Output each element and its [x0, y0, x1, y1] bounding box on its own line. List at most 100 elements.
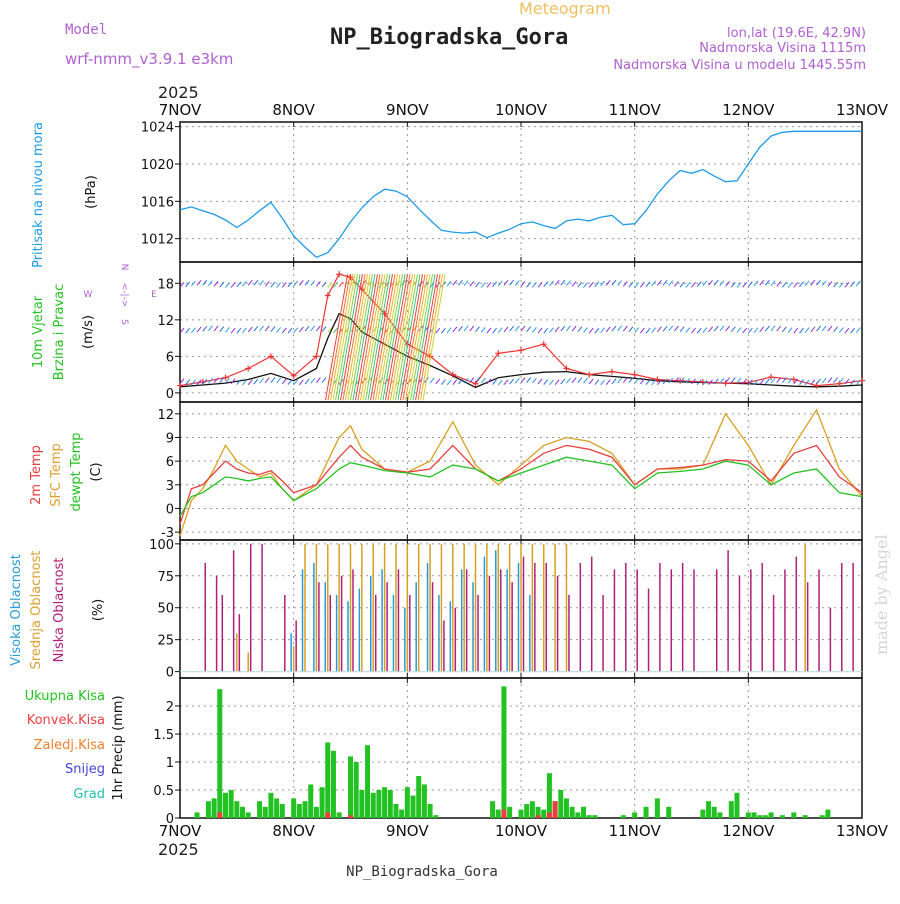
x-tick-label-bottom: 13NOV	[836, 822, 889, 840]
wind-barb	[583, 327, 588, 333]
wind-barb	[560, 279, 566, 286]
gust-marker	[449, 371, 456, 378]
conv-precip-bar	[501, 809, 507, 818]
wind-barb	[316, 280, 321, 287]
precip-bar	[308, 784, 314, 818]
wind-barb	[736, 282, 742, 288]
precip-bar	[546, 773, 552, 818]
storm-barb	[410, 274, 434, 401]
wind-barb	[537, 378, 543, 385]
wind-barb	[696, 281, 702, 287]
wind-barb	[537, 327, 543, 334]
gust-marker	[722, 380, 729, 387]
wind-barb	[793, 378, 799, 385]
wind-barb	[281, 378, 287, 385]
precip-bar	[234, 801, 240, 818]
storm-barb	[367, 274, 391, 401]
storm-barb	[395, 274, 419, 401]
wind-barb	[480, 282, 486, 288]
wind-barb	[821, 325, 827, 332]
wind-barb	[696, 327, 702, 334]
storm-barb	[392, 274, 416, 401]
x-tick-label-top: 8NOV	[272, 101, 315, 119]
wind-barb	[247, 280, 253, 286]
wind-barb	[554, 379, 560, 386]
storm-barb	[335, 274, 358, 401]
temp-unit: (C)	[89, 462, 104, 481]
wind-barb	[509, 378, 515, 385]
wind-barb	[844, 281, 850, 288]
precip-bar	[240, 806, 246, 818]
wind-barb	[855, 327, 861, 333]
wind-barb	[855, 379, 861, 386]
storm-barb	[325, 274, 348, 401]
precip-bar	[330, 750, 336, 818]
precip-bar	[194, 812, 200, 818]
wind-barb	[617, 280, 623, 286]
wind-barb	[298, 280, 304, 286]
y-tick-label: 1016	[141, 195, 174, 210]
wind-barb	[247, 379, 253, 386]
y-tick-label: 0	[166, 666, 174, 681]
wind-barb	[253, 325, 259, 332]
legend-snow: Snijeg	[65, 762, 105, 777]
wind-barb	[185, 281, 191, 288]
storm-barb	[420, 274, 444, 401]
wind-barb	[799, 281, 804, 287]
precip-bar	[302, 801, 308, 818]
storm-barb	[385, 274, 409, 401]
x-tick-label-top: 13NOV	[836, 101, 889, 119]
y-tick-label: 18	[157, 277, 174, 292]
wind-barb	[469, 377, 475, 383]
wind-barb	[776, 377, 782, 383]
wind-barb	[730, 281, 736, 288]
wind-barb	[225, 377, 230, 384]
wind-barb	[452, 379, 458, 386]
precip-bar	[205, 801, 211, 818]
wind-barb	[276, 282, 282, 288]
wind-barb	[600, 379, 605, 386]
wind-barb	[196, 379, 202, 386]
precip-bar	[563, 798, 569, 818]
panel-frame	[179, 121, 863, 263]
wind-barb	[855, 280, 861, 287]
wind-barb	[293, 327, 299, 334]
wind-barb	[225, 282, 230, 288]
storm-barb	[355, 274, 378, 401]
storm-barb	[337, 274, 361, 401]
wind-barb	[668, 280, 674, 286]
y-tick-label: 100	[149, 538, 174, 553]
wind-barb	[514, 280, 520, 286]
storm-barb	[330, 274, 353, 401]
precip-bar	[433, 815, 439, 818]
legend-conv: Konvek.Kisa	[27, 713, 105, 728]
wind-barb	[310, 280, 316, 286]
wind-barb	[810, 379, 816, 385]
wind-barb	[281, 327, 287, 334]
x-tick-label-top: 10NOV	[495, 101, 548, 119]
gust-marker	[836, 380, 843, 387]
gust-marker	[336, 271, 343, 278]
wind-barb	[253, 378, 259, 385]
wind-barb	[594, 379, 600, 385]
wind-barb	[759, 279, 765, 286]
wind-barb	[549, 280, 554, 287]
precip-bar	[700, 809, 706, 818]
x-tick-label-top: 9NOV	[386, 101, 429, 119]
wind-barb	[702, 327, 708, 333]
wind-barb	[247, 326, 253, 333]
wind-barb	[276, 377, 282, 384]
wind-barb	[810, 279, 816, 286]
precip-bar	[325, 742, 331, 818]
wind-barb	[242, 280, 247, 287]
wind-barb	[463, 325, 469, 332]
wind-barb	[571, 325, 577, 332]
gust-marker	[608, 368, 615, 375]
y-tick-label: 75	[157, 570, 174, 585]
precip-bar	[592, 815, 598, 818]
wind-barb	[475, 377, 480, 383]
wind-barb	[179, 327, 185, 334]
x-tick-label-bottom: 7NOV	[159, 822, 202, 840]
compass-arrows: <-|->	[119, 283, 129, 308]
